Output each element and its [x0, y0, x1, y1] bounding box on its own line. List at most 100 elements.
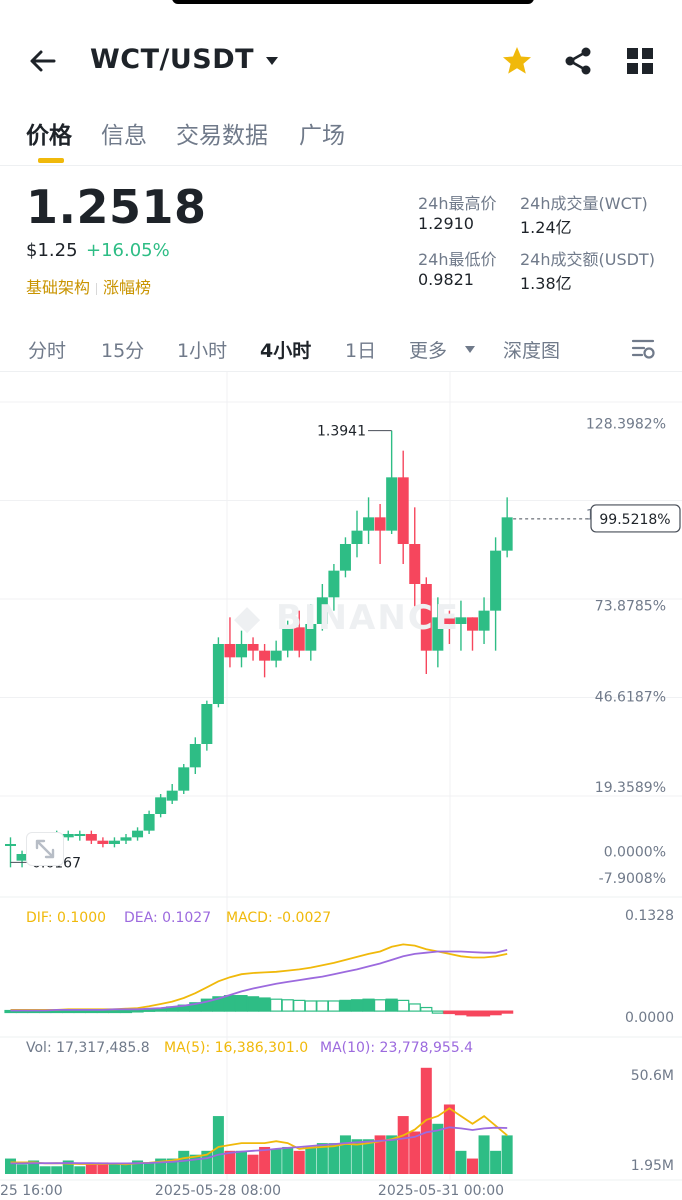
expand-chart-button[interactable] — [26, 832, 64, 866]
candle-body — [386, 477, 398, 531]
volume-bar — [409, 1131, 421, 1174]
interval-1h[interactable]: 1小时 — [177, 340, 228, 362]
candle-body — [455, 617, 467, 624]
volume-bar — [316, 1143, 328, 1174]
candle-body — [305, 623, 317, 651]
usd-price: $1.25 — [26, 240, 78, 261]
pair-title[interactable]: WCT/USDT — [90, 44, 255, 75]
volume-bar — [97, 1162, 109, 1174]
macd-histogram-bar — [431, 1010, 444, 1014]
macd-histogram-bar — [454, 1010, 468, 1016]
candle-body — [120, 837, 132, 841]
share-icon[interactable] — [561, 44, 595, 78]
volume-bar — [39, 1166, 51, 1174]
volume-bar — [455, 1150, 467, 1174]
price-axis-label: 73.8785% — [595, 598, 666, 614]
macd-histogram-bar — [408, 1003, 421, 1012]
candle-body — [490, 550, 502, 611]
volume-bar — [85, 1164, 97, 1174]
tab-info[interactable]: 信息 — [101, 123, 147, 149]
macd-histogram-bar — [85, 1009, 98, 1014]
expand-icon — [35, 839, 55, 859]
caret-down-icon[interactable] — [264, 54, 280, 68]
candle-body — [397, 477, 409, 544]
tab-active-indicator — [38, 158, 64, 163]
tab-trade-data[interactable]: 交易数据 — [176, 123, 268, 149]
volume-ma10-line — [10, 1126, 508, 1165]
volume-bar — [397, 1116, 409, 1174]
volume-bar — [432, 1123, 444, 1174]
candle-body — [467, 617, 478, 631]
macd-histogram-bar — [374, 999, 387, 1012]
volume-axis-min: 1.95M — [631, 1158, 674, 1174]
candle-body — [236, 643, 247, 658]
candle-body — [166, 790, 178, 801]
chart-settings-icon[interactable] — [630, 336, 656, 362]
stat-low-label: 24h最低价 — [418, 250, 497, 269]
time-axis-label: 25 16:00 — [0, 1183, 63, 1199]
candle-body — [85, 833, 97, 841]
interval-timeshare[interactable]: 分时 — [28, 340, 67, 362]
volume-bar — [374, 1135, 386, 1174]
interval-15m[interactable]: 15分 — [101, 340, 145, 362]
candle-body — [212, 643, 224, 704]
top-bar: WCT/USDT — [0, 30, 682, 94]
camera-notch — [172, 0, 534, 4]
stat-low-value: 0.9821 — [418, 270, 474, 289]
volume-bar — [189, 1154, 201, 1174]
candle-body — [5, 843, 16, 846]
volume-bar — [108, 1164, 120, 1174]
high-marker-label: 1.3941 — [317, 424, 366, 440]
volume-bar — [282, 1146, 294, 1174]
star-icon[interactable] — [500, 44, 534, 78]
interval-4h[interactable]: 4小时 — [260, 340, 312, 362]
interval-1d[interactable]: 1日 — [345, 340, 377, 362]
volume-bar — [178, 1150, 190, 1174]
volume-bar — [132, 1160, 144, 1174]
candle-body — [478, 610, 490, 631]
tag-infrastructure[interactable]: 基础架构 — [26, 278, 91, 297]
volume-bar — [305, 1146, 317, 1174]
stat-high-label: 24h最高价 — [418, 194, 497, 213]
macd-histogram-bar — [501, 1010, 514, 1014]
arrow-left-icon[interactable] — [26, 44, 60, 78]
macd-histogram-bar — [96, 1009, 110, 1014]
price-axis-label: 46.6187% — [595, 689, 666, 705]
candle-body — [62, 833, 74, 838]
macd-histogram-bar — [108, 1009, 121, 1014]
candle-body — [316, 597, 328, 624]
volume-bar — [339, 1135, 351, 1174]
candle-body — [224, 643, 236, 658]
grid-icon[interactable] — [623, 44, 657, 78]
volume-bar — [224, 1150, 236, 1174]
interval-bar: 分时 15分 1小时 4小时 1日 更多 深度图 — [0, 330, 682, 372]
tab-price[interactable]: 价格 — [26, 123, 72, 149]
candle-body — [247, 643, 259, 651]
tag-gainers[interactable]: 涨幅榜 — [103, 278, 152, 297]
volume-bar — [143, 1162, 155, 1174]
macd-histogram-bar — [477, 1010, 491, 1017]
macd-histogram-bar — [316, 1000, 329, 1012]
volume-bar — [443, 1104, 455, 1174]
volume-axis-max: 50.6M — [631, 1068, 674, 1084]
macd-histogram-bar — [258, 997, 271, 1012]
price-axis-label: -7.9008% — [599, 871, 666, 887]
price-axis: 128.3982%101.1382%73.8785%46.6187%19.358… — [586, 417, 666, 887]
volume-ma5-label: MA(5): 16,386,301.0 — [164, 1040, 308, 1056]
tab-square[interactable]: 广场 — [299, 123, 345, 149]
volume-bar — [351, 1139, 363, 1174]
interval-more[interactable]: 更多 — [409, 340, 448, 362]
volume-bar — [259, 1146, 271, 1174]
time-axis: 25 16:00 2025-05-28 08:00 2025-05-31 00:00 — [0, 1183, 504, 1199]
candle-body — [270, 650, 282, 661]
volume-bar — [16, 1164, 28, 1174]
stat-volume-value: 1.24亿 — [520, 218, 572, 237]
macd-histogram-bar — [304, 1000, 317, 1012]
volume-bar — [247, 1154, 259, 1174]
volume-bar — [74, 1166, 86, 1174]
interval-depth[interactable]: 深度图 — [503, 340, 561, 362]
candlestick-chart[interactable]: 128.3982%101.1382%73.8785%46.6187%19.358… — [0, 372, 682, 1200]
tag-row: 基础架构 涨幅榜 — [26, 274, 151, 298]
candles — [5, 430, 513, 868]
caret-down-icon[interactable] — [464, 344, 476, 354]
